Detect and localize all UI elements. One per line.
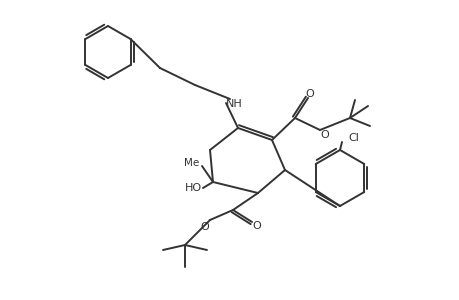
Text: Me: Me	[184, 158, 199, 168]
Text: O: O	[305, 89, 313, 99]
Text: NH: NH	[225, 99, 242, 109]
Text: HO: HO	[184, 183, 201, 193]
Text: O: O	[320, 130, 329, 140]
Text: O: O	[200, 222, 209, 232]
Text: O: O	[252, 221, 261, 231]
Text: Cl: Cl	[348, 133, 358, 143]
